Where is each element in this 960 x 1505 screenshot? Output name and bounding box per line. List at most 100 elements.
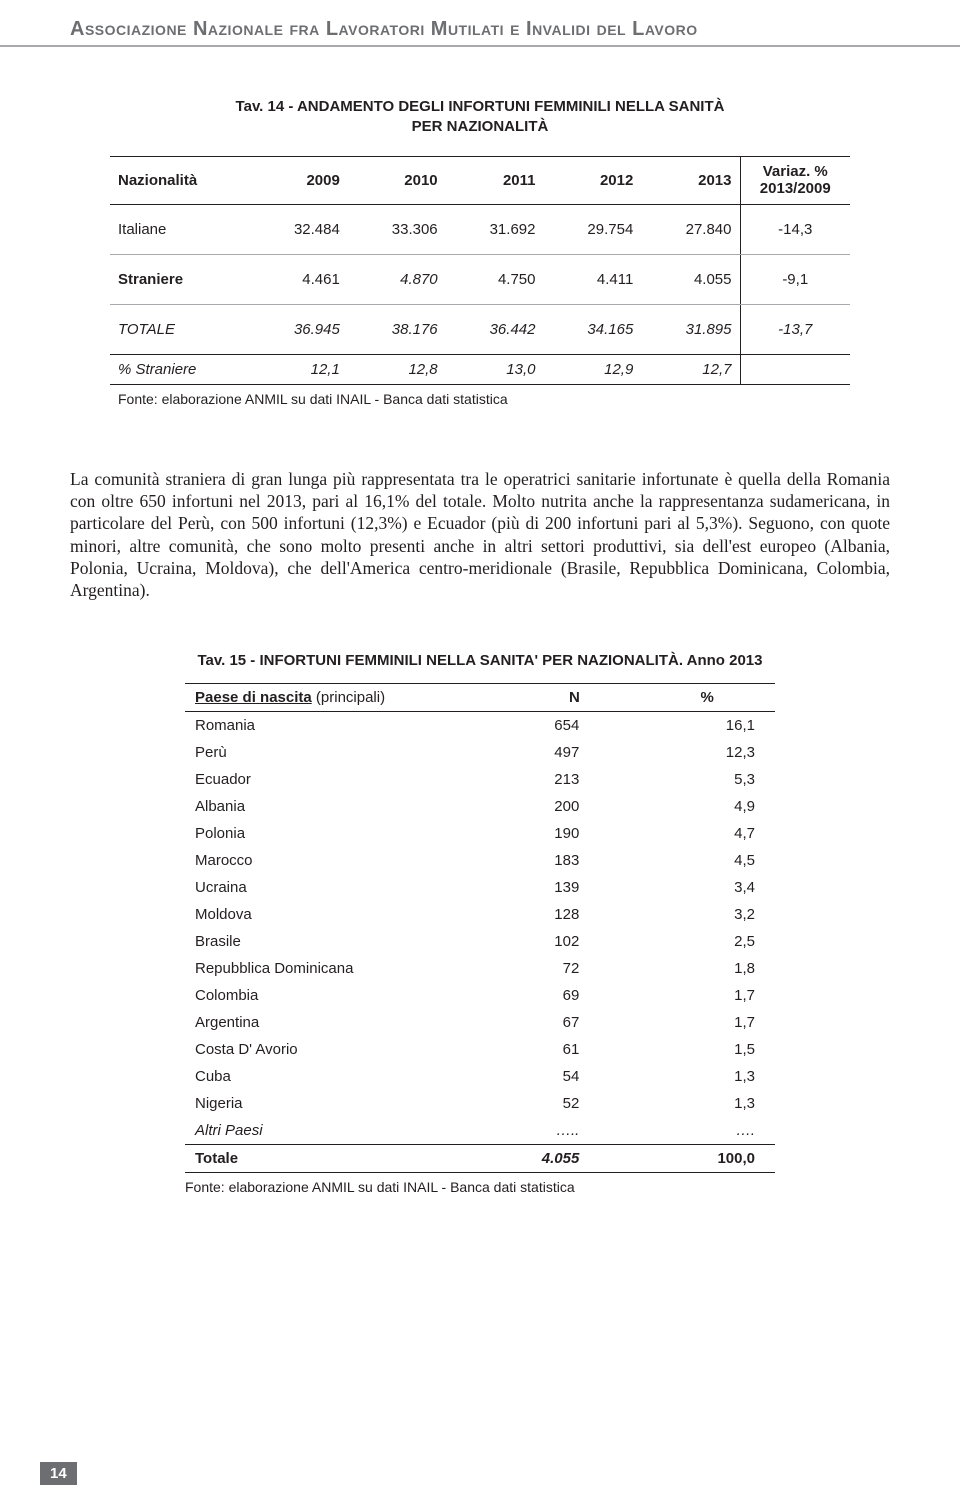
tav14-cell: 32.484	[250, 204, 348, 254]
tav15-n: 102	[510, 928, 640, 955]
tav15-country: Albania	[185, 793, 510, 820]
tav14-cell: 33.306	[348, 204, 446, 254]
tav14-cell: 4.055	[641, 254, 740, 304]
tav14-row-pct: % Straniere 12,1 12,8 13,0 12,9 12,7	[110, 354, 850, 384]
tav14-head-variaz-a: Variaz. %	[763, 163, 828, 180]
tav15-head-pct: %	[639, 683, 775, 711]
tav15-country: Romania	[185, 711, 510, 739]
tav15-row: Costa D' Avorio611,5	[185, 1036, 775, 1063]
tav15-footnote: Fonte: elaborazione ANMIL su dati INAIL …	[185, 1173, 775, 1195]
tav15-country: Ucraina	[185, 874, 510, 901]
tav15-row: Nigeria521,3	[185, 1090, 775, 1117]
tav15-pct: 4,9	[639, 793, 775, 820]
tav14-totale-var: -13,7	[740, 304, 850, 354]
page-header: Associazione Nazionale fra Lavoratori Mu…	[0, 0, 960, 47]
tav15-country: Altri Paesi	[185, 1117, 510, 1145]
tav15-n: 200	[510, 793, 640, 820]
body-paragraph: La comunità straniera di gran lunga più …	[70, 468, 890, 602]
tav14-title-line1: Tav. 14 - ANDAMENTO DEGLI INFORTUNI FEMM…	[236, 98, 725, 115]
tav15-country: Moldova	[185, 901, 510, 928]
tav14-cell: 12,1	[250, 354, 348, 384]
tav15-country: Argentina	[185, 1009, 510, 1036]
tav14-footnote: Fonte: elaborazione ANMIL su dati INAIL …	[110, 384, 850, 413]
tav15-row: Ucraina1393,4	[185, 874, 775, 901]
tav15-country: Polonia	[185, 820, 510, 847]
tav14-cell: 4.411	[543, 254, 641, 304]
tav15-country: Brasile	[185, 928, 510, 955]
tav15-country: Perù	[185, 739, 510, 766]
tav15-n: …..	[510, 1117, 640, 1145]
tav15-row: Albania2004,9	[185, 793, 775, 820]
tav15-wrap: Tav. 15 - INFORTUNI FEMMINILI NELLA SANI…	[185, 652, 775, 1195]
tav15-pct: 5,3	[639, 766, 775, 793]
tav15-n: 67	[510, 1009, 640, 1036]
tav15-pct: ….	[639, 1117, 775, 1145]
tav15-pct: 4,5	[639, 847, 775, 874]
tav15-n: 654	[510, 711, 640, 739]
page-number: 14	[40, 1462, 77, 1485]
tav15-row: Repubblica Dominicana721,8	[185, 955, 775, 982]
page: Associazione Nazionale fra Lavoratori Mu…	[0, 0, 960, 1505]
tav15-country: Marocco	[185, 847, 510, 874]
tav15-pct: 16,1	[639, 711, 775, 739]
tav14-row-totale: TOTALE 36.945 38.176 36.442 34.165 31.89…	[110, 304, 850, 354]
tav14-pct-label: % Straniere	[110, 354, 250, 384]
tav15-row: Moldova1283,2	[185, 901, 775, 928]
tav14-head-2013: 2013	[641, 157, 740, 205]
tav15-row: Ecuador2135,3	[185, 766, 775, 793]
tav14-cell: 13,0	[446, 354, 544, 384]
tav15-row: Cuba541,3	[185, 1063, 775, 1090]
tav14-cell: 12,9	[543, 354, 641, 384]
tav15-pct: 1,7	[639, 982, 775, 1009]
tav14-head-2010: 2010	[348, 157, 446, 205]
tav14-head-row: Nazionalità 2009 2010 2011 2012 2013 Var…	[110, 157, 850, 205]
tav14-cell: 4.870	[348, 254, 446, 304]
tav15-n: 139	[510, 874, 640, 901]
tav15-title: Tav. 15 - INFORTUNI FEMMINILI NELLA SANI…	[185, 652, 775, 669]
tav14-head-2009: 2009	[250, 157, 348, 205]
tav15-row: Brasile1022,5	[185, 928, 775, 955]
tav15-pct: 1,7	[639, 1009, 775, 1036]
tav15-n: 72	[510, 955, 640, 982]
tav15-totale-label: Totale	[185, 1144, 510, 1172]
tav14-cell: 38.176	[348, 304, 446, 354]
tav15-country: Costa D' Avorio	[185, 1036, 510, 1063]
tav15-totale-pct: 100,0	[639, 1144, 775, 1172]
tav14-italiane-var: -14,3	[740, 204, 850, 254]
tav15-table: Paese di nascita (principali) N % Romani…	[185, 683, 775, 1173]
tav15-row: Perù49712,3	[185, 739, 775, 766]
tav15-pct: 12,3	[639, 739, 775, 766]
tav14-cell: 36.442	[446, 304, 544, 354]
tav15-head-row: Paese di nascita (principali) N %	[185, 683, 775, 711]
tav14-row-italiane: Italiane 32.484 33.306 31.692 29.754 27.…	[110, 204, 850, 254]
tav14-pct-var	[740, 354, 850, 384]
tav14-straniere-var: -9,1	[740, 254, 850, 304]
tav15-country: Ecuador	[185, 766, 510, 793]
tav15-pct: 1,3	[639, 1090, 775, 1117]
tav15-n: 190	[510, 820, 640, 847]
tav14-cell: 4.461	[250, 254, 348, 304]
tav14-cell: 27.840	[641, 204, 740, 254]
tav15-head-n: N	[510, 683, 640, 711]
tav14-head-2012: 2012	[543, 157, 641, 205]
tav15-n: 52	[510, 1090, 640, 1117]
tav14-row-straniere: Straniere 4.461 4.870 4.750 4.411 4.055 …	[110, 254, 850, 304]
tav14-totale-label: TOTALE	[110, 304, 250, 354]
tav15-head-paese-main: Paese di nascita	[195, 689, 312, 706]
tav15-head-paese-sub: (principali)	[312, 689, 385, 706]
tav15-row-altri: Altri Paesi…..….	[185, 1117, 775, 1145]
tav15-n: 183	[510, 847, 640, 874]
tav15-pct: 3,4	[639, 874, 775, 901]
tav15-row: Romania65416,1	[185, 711, 775, 739]
tav15-country: Nigeria	[185, 1090, 510, 1117]
tav15-n: 213	[510, 766, 640, 793]
tav15-pct: 1,8	[639, 955, 775, 982]
tav15-n: 54	[510, 1063, 640, 1090]
tav14-cell: 29.754	[543, 204, 641, 254]
tav14-head-variaz: Variaz. % 2013/2009	[740, 157, 850, 205]
tav14-cell: 36.945	[250, 304, 348, 354]
tav15-head-paese: Paese di nascita (principali)	[185, 683, 510, 711]
tav15-pct: 1,5	[639, 1036, 775, 1063]
tav14-cell: 12,7	[641, 354, 740, 384]
tav14-title: Tav. 14 - ANDAMENTO DEGLI INFORTUNI FEMM…	[0, 97, 960, 136]
